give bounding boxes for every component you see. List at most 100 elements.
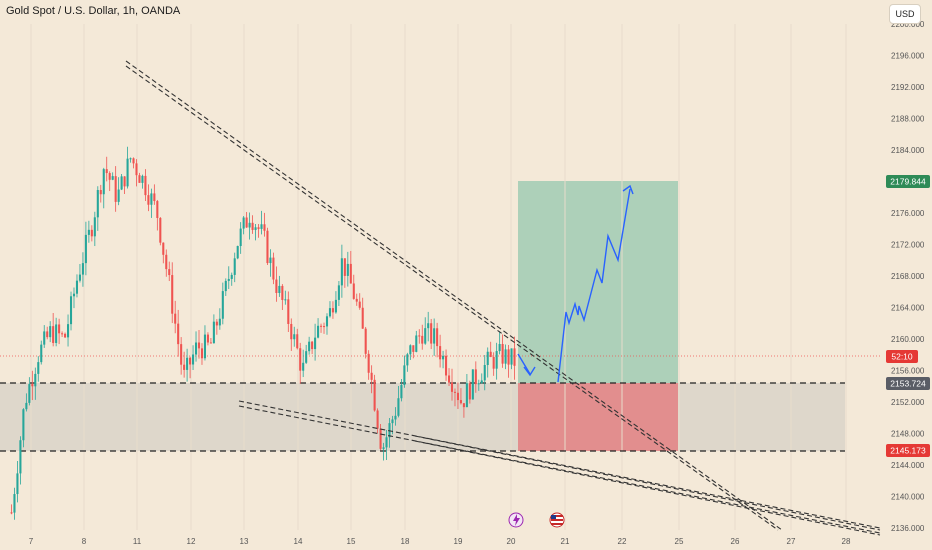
y-tick-label: 2200.000 xyxy=(891,20,925,29)
countdown-label: 52:10 xyxy=(891,352,913,362)
candle-body xyxy=(90,229,93,237)
candle-body xyxy=(19,440,22,474)
candle-body xyxy=(436,328,439,347)
candle-body xyxy=(156,201,159,218)
candle-body xyxy=(373,379,376,411)
candle-body xyxy=(251,222,254,230)
candle-body xyxy=(504,349,507,364)
candle-body xyxy=(129,158,132,160)
candle-body xyxy=(257,227,260,229)
candle-body xyxy=(471,369,474,400)
us-flag-icon[interactable] xyxy=(549,512,565,528)
candle-body xyxy=(171,275,174,314)
x-tick-label: 7 xyxy=(29,537,34,546)
candle-body xyxy=(28,384,31,403)
candle-body xyxy=(168,269,171,276)
candle-body xyxy=(138,175,141,183)
x-tick-label: 27 xyxy=(787,537,796,546)
candle-body xyxy=(10,512,13,514)
candle-body xyxy=(412,345,415,352)
candle-body xyxy=(317,325,320,338)
candle-body xyxy=(483,365,486,381)
stop-zone[interactable] xyxy=(518,383,678,451)
support-trendline[interactable] xyxy=(238,400,881,536)
target-zone[interactable] xyxy=(518,181,678,383)
candle-body xyxy=(150,193,153,205)
y-tick-label: 2164.000 xyxy=(891,304,925,313)
x-tick-label: 25 xyxy=(675,537,684,546)
candle-body xyxy=(355,298,358,302)
candle-body xyxy=(352,283,355,299)
candle-body xyxy=(111,176,114,180)
candle-body xyxy=(40,344,43,363)
resistance-trendline[interactable] xyxy=(125,60,783,531)
candle-body xyxy=(46,331,49,338)
candle-body xyxy=(162,242,165,255)
candle-body xyxy=(200,348,204,359)
y-tick-label: 2148.000 xyxy=(891,430,925,439)
candle-body xyxy=(242,217,245,229)
candle-body xyxy=(212,321,215,344)
lightning-icon[interactable] xyxy=(508,512,524,528)
candle-body xyxy=(254,227,257,230)
x-tick-label: 8 xyxy=(82,537,87,546)
candle-body xyxy=(388,423,391,438)
time-axis[interactable]: 7 8 11 12 13 14 15 18 19 20 21 22 25 26 27 28 xyxy=(29,537,851,546)
candle-body xyxy=(477,383,480,385)
candle-body xyxy=(165,254,168,270)
candle-body xyxy=(174,313,177,324)
candle-body xyxy=(382,447,385,449)
candle-body xyxy=(275,279,278,293)
candle-body xyxy=(84,234,87,264)
candle-body xyxy=(147,195,150,205)
candle-body xyxy=(55,324,58,343)
projection-path[interactable] xyxy=(517,184,634,383)
x-tick-label: 15 xyxy=(347,537,356,546)
candle-body xyxy=(409,345,412,355)
candle-body xyxy=(245,217,248,228)
candles xyxy=(10,146,516,520)
candle-body xyxy=(459,400,462,404)
candle-body xyxy=(215,321,218,326)
target-price-label: 2179.844 xyxy=(890,177,926,187)
candle-body xyxy=(278,285,281,293)
candle-body xyxy=(495,351,498,369)
candle-body xyxy=(453,391,457,393)
candle-body xyxy=(61,333,64,335)
candle-body xyxy=(239,228,242,247)
candle-body xyxy=(489,351,492,357)
candle-body xyxy=(430,323,433,344)
x-tick-label: 20 xyxy=(507,537,516,546)
candle-body xyxy=(37,362,40,374)
countdown-tag: 52:10 xyxy=(886,350,918,363)
candle-body xyxy=(397,398,400,416)
symbol-title[interactable]: Gold Spot / U.S. Dollar, 1h, OANDA xyxy=(6,5,181,17)
candle-body xyxy=(120,176,123,190)
candle-body xyxy=(385,437,388,448)
candle-body xyxy=(391,419,394,424)
candle-body xyxy=(337,285,340,300)
currency-button[interactable]: USD xyxy=(889,4,921,24)
candle-body xyxy=(456,392,460,401)
candle-body xyxy=(302,362,305,371)
candle-body xyxy=(114,176,117,202)
candle-body xyxy=(290,323,293,340)
candle-body xyxy=(296,334,299,349)
candle-body xyxy=(66,324,70,338)
candle-body xyxy=(221,291,224,319)
candle-body xyxy=(284,299,287,301)
candle-body xyxy=(325,316,329,327)
candle-body xyxy=(501,344,504,364)
support-zone xyxy=(0,383,845,451)
candle-body xyxy=(367,353,370,373)
x-tick-label: 18 xyxy=(401,537,410,546)
x-tick-label: 13 xyxy=(240,537,249,546)
candle-body xyxy=(159,217,162,243)
candle-body xyxy=(334,299,337,313)
candle-body xyxy=(183,364,186,370)
stop-price-tag: 2145.173 xyxy=(886,444,930,457)
candle-body xyxy=(442,355,445,360)
candle-body xyxy=(379,428,382,449)
